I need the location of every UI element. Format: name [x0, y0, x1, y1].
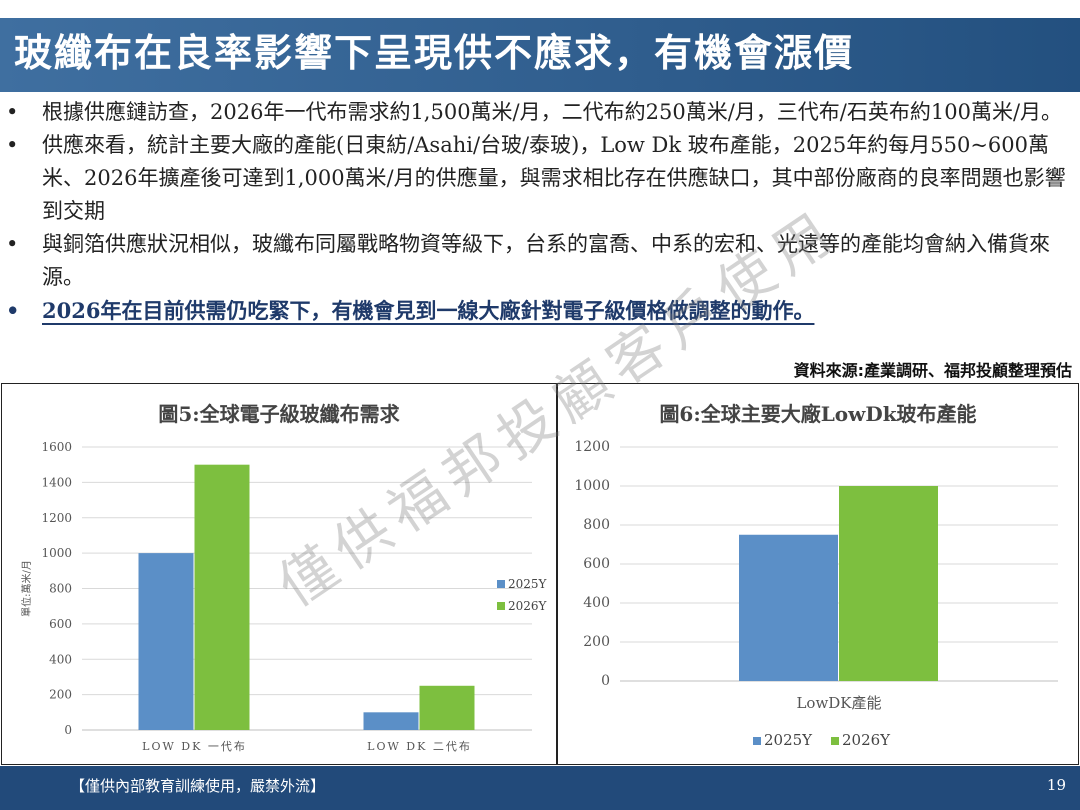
legend-label: 2025Y	[508, 577, 548, 591]
bullet-dot: •	[6, 232, 19, 256]
legend-label: 2026Y	[508, 599, 548, 613]
chart-panel-capacity: 圖6:全球主要大廠LowDk玻布產能 0 200 400 600 800 1000 1200…	[557, 383, 1079, 765]
legend-label: 2025Y	[764, 731, 813, 749]
chart-panel-demand: 圖5:全球電子級玻纖布需求 0 200 400 600 800 1000 1200 1400 1…	[1, 383, 557, 765]
x-category-label: LOW DK 一代布	[142, 740, 247, 753]
bullet-item: • 供應來看，統計主要大廠的產能(日東紡/Asahi/台玻/泰玻)，Low Dk…	[0, 129, 1080, 228]
chart-title: 圖5:全球電子級玻纖布需求	[158, 402, 400, 426]
demand-chart: 0 200 400 600 800 1000 1200 1400 1600 LOW DK 一代布 L…	[20, 440, 548, 753]
footer-note: 【僅供內部教育訓練使用，嚴禁外流】	[70, 777, 326, 795]
bullet-item: • 與銅箔供應狀況相似，玻纖布同屬戰略物資等級下，台系的富喬、中系的宏和、光遠等…	[0, 228, 1080, 294]
capacity-chart: 0 200 400 600 800 1000 1200 LowDK產能 2025Y 2026Y	[574, 439, 1058, 749]
bar-2025Y	[138, 553, 194, 730]
bullet-text: 根據供應鏈訪查，2026年一代布需求約1,500萬米/月，二代布約250萬米/月…	[42, 100, 1063, 124]
bullet-dot: •	[6, 100, 19, 124]
bullet-item-highlight: • 2026年在目前供需仍吃緊下，有機會見到一線大廠針對電子級價格做調整的動作。	[0, 294, 1080, 327]
x-category-label: LOW DK 二代布	[367, 740, 472, 753]
y-tick-label: 1000	[41, 546, 72, 560]
y-tick-label: 1600	[41, 440, 72, 454]
legend-swatch	[497, 580, 505, 588]
bullet-text: 供應來看，統計主要大廠的產能(日東紡/Asahi/台玻/泰玻)，Low Dk 玻…	[42, 133, 1066, 223]
chart-title: 圖6:全球主要大廠LowDk玻布產能	[659, 402, 977, 426]
bullet-dot: •	[6, 133, 19, 157]
y-tick-label: 1200	[41, 511, 72, 525]
bar-2026Y	[839, 486, 938, 681]
bullet-dot: •	[6, 298, 20, 323]
x-category-label: LowDK產能	[796, 694, 881, 712]
legend-swatch	[497, 602, 505, 610]
y-tick-label: 0	[601, 673, 610, 689]
legend-swatch	[753, 737, 761, 745]
y-tick-label: 1000	[574, 478, 610, 494]
y-axis-label: 單位:萬米/月	[20, 560, 33, 617]
bullet-item: • 根據供應鏈訪查，2026年一代布需求約1,500萬米/月，二代布約250萬米…	[0, 96, 1080, 129]
y-tick-label: 1200	[574, 439, 610, 455]
bar-2026Y	[194, 464, 250, 730]
legend-swatch	[831, 737, 839, 745]
y-tick-label: 600	[583, 556, 610, 572]
y-tick-label: 0	[64, 723, 72, 737]
legend-label: 2026Y	[842, 731, 891, 749]
y-tick-label: 400	[49, 652, 72, 666]
y-tick-label: 200	[583, 634, 610, 650]
bullet-text: 與銅箔供應狀況相似，玻纖布同屬戰略物資等級下，台系的富喬、中系的宏和、光遠等的產…	[42, 232, 1050, 289]
bar-2026Y	[419, 685, 475, 730]
bullet-list: • 根據供應鏈訪查，2026年一代布需求約1,500萬米/月，二代布約250萬米…	[0, 96, 1080, 327]
bar-2025Y	[363, 712, 419, 730]
title-bar	[0, 18, 1080, 92]
y-tick-label: 800	[49, 582, 72, 596]
source-note: 資料來源:產業調研、福邦投顧整理預估	[793, 361, 1072, 380]
footer-bar: 【僅供內部教育訓練使用，嚴禁外流】 19	[0, 766, 1080, 810]
bar-2025Y	[739, 534, 838, 681]
y-tick-label: 800	[583, 517, 610, 533]
bullet-text: 2026年在目前供需仍吃緊下，有機會見到一線大廠針對電子級價格做調整的動作。	[42, 298, 815, 323]
y-tick-label: 600	[49, 617, 72, 631]
y-tick-label: 1400	[41, 475, 72, 489]
page-title: 玻纖布在良率影響下呈現供不應求，有機會漲價	[14, 31, 855, 75]
page-number: 19	[1046, 776, 1066, 794]
y-tick-label: 200	[49, 688, 72, 702]
y-tick-label: 400	[583, 595, 610, 611]
